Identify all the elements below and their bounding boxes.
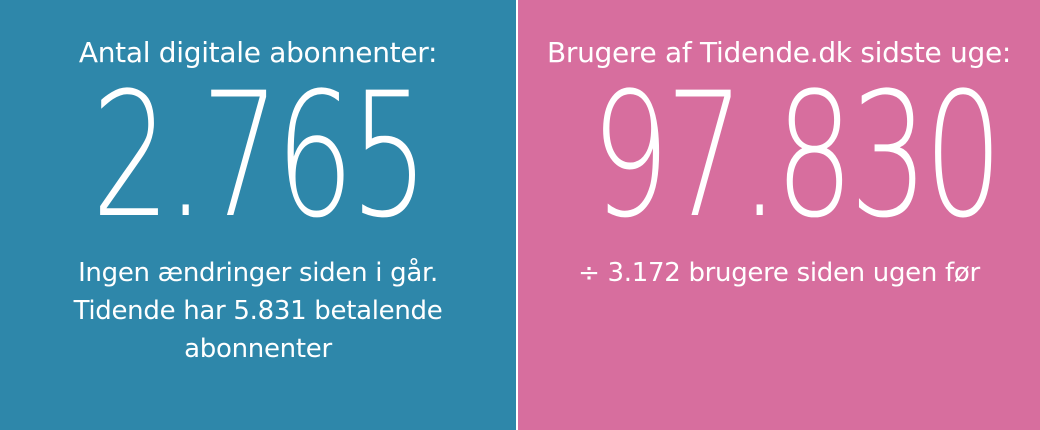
subscribers-details: Ingen ændringer siden i går. Tidende har…	[0, 254, 516, 368]
subscribers-heading: Antal digitale abonnenter:	[78, 36, 438, 69]
panel-divider	[516, 0, 518, 430]
users-count: 97.830	[591, 55, 1003, 256]
users-detail-line: ÷ 3.172 brugere siden ugen før	[578, 258, 980, 288]
subscribers-count: 2.765	[91, 55, 429, 256]
subscribers-detail-line: Ingen ændringer siden i går.	[78, 258, 438, 288]
users-panel: Brugere af Tidende.dk sidste uge: 97.830…	[518, 0, 1040, 430]
subscribers-panel: Antal digitale abonnenter: 2.765 Ingen æ…	[0, 0, 516, 430]
subscribers-detail-line: Tidende har 5.831 betalende	[73, 296, 443, 326]
users-heading: Brugere af Tidende.dk sidste uge:	[546, 36, 1012, 69]
users-details: ÷ 3.172 brugere siden ugen før	[518, 254, 1040, 292]
subscribers-detail-line: abonnenter	[184, 334, 332, 364]
